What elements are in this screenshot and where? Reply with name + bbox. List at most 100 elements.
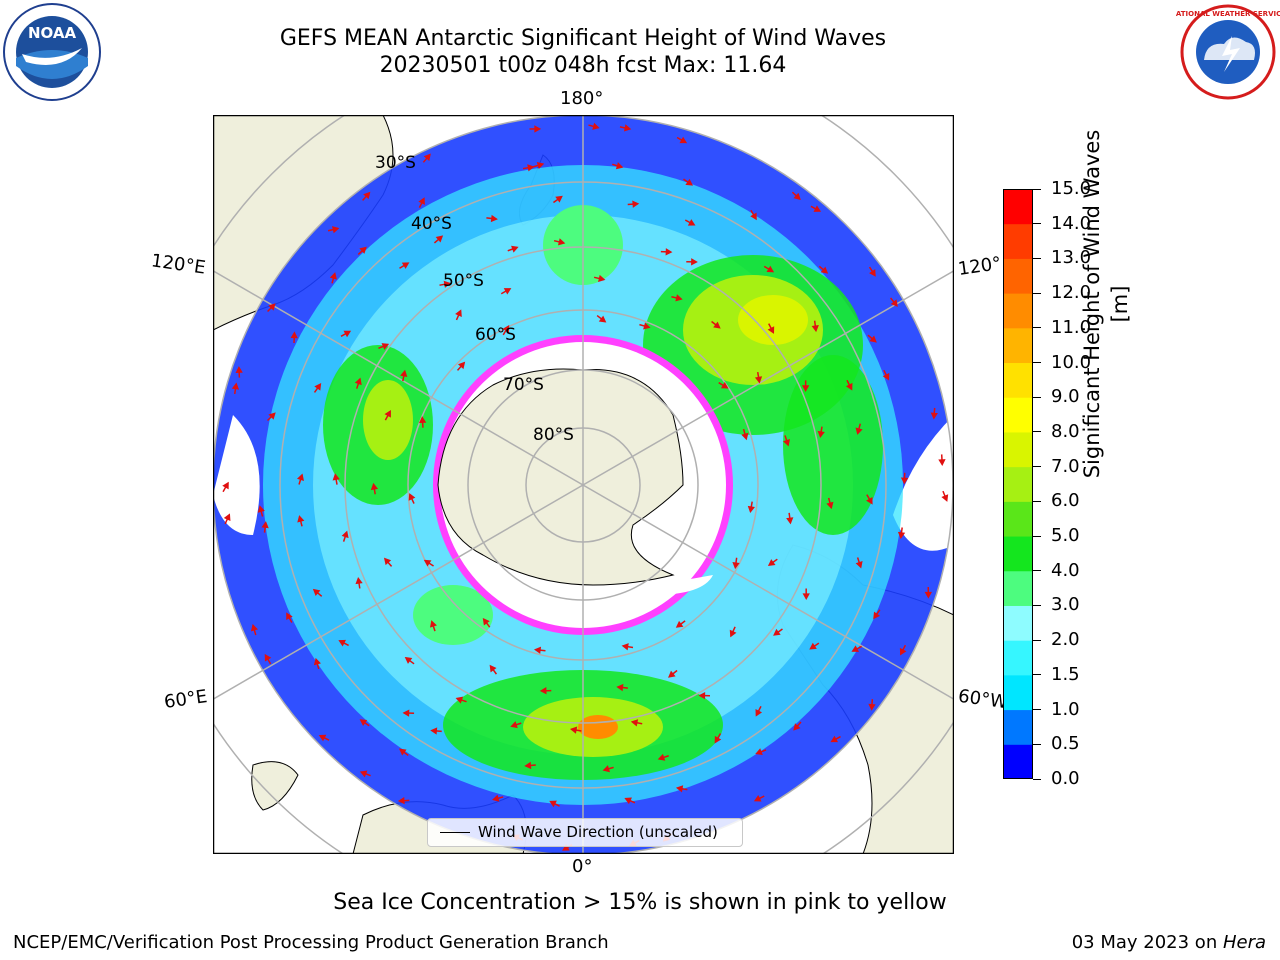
wind-arrow-head bbox=[826, 501, 834, 510]
wind-arrow-head bbox=[423, 559, 432, 567]
wind-arrow-head bbox=[443, 280, 451, 288]
antarctica-land bbox=[437, 368, 684, 586]
wind-direction-arrows bbox=[222, 122, 949, 851]
lat-label-50s: 50°S bbox=[443, 271, 484, 291]
colorbar-tick-label: 6.0 bbox=[1033, 492, 1133, 510]
wind-arrow-head bbox=[557, 238, 566, 246]
colorbar-segment bbox=[1003, 501, 1033, 537]
wind-arrow-head bbox=[527, 164, 535, 172]
colorbar-segment bbox=[1003, 293, 1033, 329]
wind-arrow-head bbox=[632, 200, 640, 208]
colorbar-segment bbox=[1003, 640, 1033, 676]
wind-arrow-head bbox=[766, 265, 775, 273]
wind-arrow-head bbox=[418, 197, 425, 205]
colorbar-tick-label: 8.0 bbox=[1033, 422, 1133, 441]
wind-arrow-head bbox=[569, 726, 578, 734]
wind-arrow-head bbox=[297, 515, 305, 523]
colorbar-tick-label: 2.0 bbox=[1033, 631, 1133, 649]
wind-arrow-head bbox=[598, 315, 607, 323]
lat-label-70s: 70°S bbox=[503, 375, 544, 395]
colorbar-tick-label: 3.0 bbox=[1033, 596, 1133, 614]
colorbar-segment bbox=[1003, 466, 1033, 502]
wind-arrow-head bbox=[793, 192, 801, 201]
wind-arrow-head bbox=[503, 288, 512, 295]
wind-arrow-head bbox=[312, 588, 321, 596]
wind-arrow-head bbox=[401, 262, 410, 269]
wind-arrow-head bbox=[435, 235, 444, 243]
wind-arrow-head bbox=[767, 326, 775, 334]
colorbar-segment bbox=[1003, 397, 1033, 433]
colorbar-segment bbox=[1003, 223, 1033, 259]
wind-arrow-head bbox=[830, 735, 839, 743]
wind-arrow-head bbox=[817, 430, 825, 439]
wind-arrow-head bbox=[384, 409, 391, 418]
wind-arrow-head bbox=[482, 617, 490, 626]
wind-arrow-head bbox=[329, 272, 337, 280]
wind-arrow-head bbox=[924, 591, 932, 599]
lon-label-bottom: 0° bbox=[572, 856, 593, 877]
wind-arrow-head bbox=[869, 335, 877, 343]
wind-arrow-head bbox=[801, 385, 810, 392]
colorbar-tick-label: 1.5 bbox=[1033, 665, 1133, 684]
wind-arrow-head bbox=[502, 324, 510, 333]
wind-arrow-head bbox=[755, 748, 763, 756]
wind-arrow-head bbox=[668, 670, 676, 678]
wind-arrow-head bbox=[691, 258, 698, 266]
svg-text:NATIONAL WEATHER SERVICE: NATIONAL WEATHER SERVICE bbox=[1176, 10, 1280, 18]
colorbar-label: Significant Height of Wind Waves [m] bbox=[1080, 129, 1132, 479]
host-name: Hera bbox=[1222, 932, 1266, 953]
wind-arrow-head bbox=[332, 226, 340, 234]
wind-arrow-head bbox=[621, 643, 629, 651]
lat-label-80s: 80°S bbox=[533, 425, 574, 445]
lon-label-60e: 60°E bbox=[162, 686, 209, 713]
wind-arrow-head bbox=[398, 748, 407, 756]
lon-label-120w: 120° bbox=[956, 253, 1003, 280]
wind-arrow-head bbox=[615, 162, 624, 170]
wind-arrow-head bbox=[882, 372, 890, 381]
colorbar-tick-label: 0.5 bbox=[1033, 735, 1133, 753]
wind-arrow-head bbox=[713, 321, 721, 329]
colorbar-segment bbox=[1003, 709, 1033, 745]
wind-arrow-head bbox=[592, 122, 600, 130]
wind-arrow-head bbox=[773, 628, 781, 636]
wind-arrow-head bbox=[687, 219, 696, 226]
colorbar-segment bbox=[1003, 605, 1033, 641]
wind-arrow-head bbox=[809, 642, 817, 650]
colorbar-tick-label: 14.0 bbox=[1033, 214, 1133, 233]
wind-arrow-head bbox=[534, 125, 542, 133]
wind-arrow-head bbox=[261, 521, 269, 529]
wind-arrow-head bbox=[257, 505, 265, 513]
wind-arrow-head bbox=[897, 531, 906, 539]
colorbar-tick-label: 13.0 bbox=[1033, 249, 1133, 267]
wind-arrow-head bbox=[562, 844, 570, 851]
wind-arrow-head bbox=[250, 623, 258, 632]
wind-arrow-head bbox=[383, 557, 392, 566]
wind-arrow-head bbox=[404, 657, 413, 664]
wind-arrow-head bbox=[900, 477, 909, 485]
wind-arrow-head bbox=[811, 325, 819, 333]
wind-arrow-head bbox=[855, 560, 863, 569]
colorbar-tick-label: 9.0 bbox=[1033, 388, 1133, 406]
wind-arrow-head bbox=[359, 246, 367, 254]
wind-arrow-head bbox=[455, 696, 464, 704]
wind-arrow-head bbox=[363, 191, 371, 200]
wind-arrow-head bbox=[264, 653, 272, 662]
wind-arrow-head bbox=[354, 377, 362, 386]
polar-map: 30°S 40°S 50°S 60°S 70°S 80°S bbox=[213, 115, 954, 854]
wind-arrow-head bbox=[429, 620, 437, 628]
wind-arrow-head bbox=[511, 245, 519, 253]
wind-arrow-head bbox=[802, 593, 810, 601]
wind-arrow-head bbox=[296, 473, 304, 482]
wind-arrow-head bbox=[767, 559, 776, 566]
colorbar-segment bbox=[1003, 744, 1033, 779]
colorbar-segment bbox=[1003, 431, 1033, 468]
producer-credit: NCEP/EMC/Verification Post Processing Pr… bbox=[13, 932, 609, 953]
colorbar-segment bbox=[1003, 570, 1033, 606]
noaa-logo: NOAA bbox=[3, 3, 101, 101]
wind-arrow-head bbox=[223, 513, 231, 521]
wind-arrow-head bbox=[408, 493, 416, 501]
wind-arrow-head bbox=[747, 505, 755, 514]
wind-arrow-head bbox=[381, 343, 390, 350]
wind-arrow-head bbox=[813, 205, 822, 212]
wind-arrow-head bbox=[286, 612, 293, 621]
